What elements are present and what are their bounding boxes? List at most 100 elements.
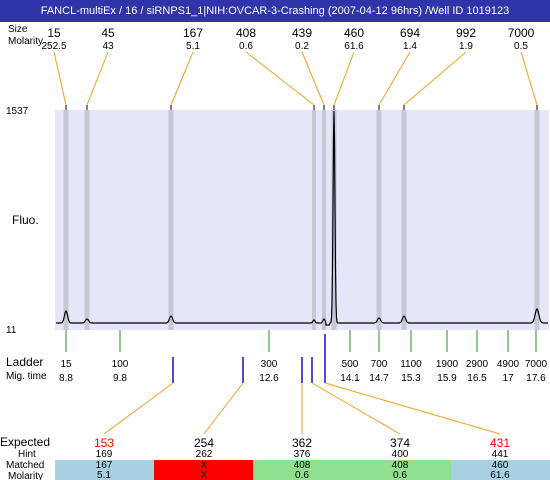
peak-size-label: 15 bbox=[47, 26, 61, 40]
molarity-value: 61.6 bbox=[490, 470, 510, 480]
expected-connector bbox=[324, 382, 501, 435]
expected-ticks bbox=[172, 334, 326, 383]
peak-size-label: 408 bbox=[236, 26, 256, 40]
fluorescence-trace bbox=[56, 110, 548, 326]
ladder-size-label: 300 bbox=[261, 359, 278, 370]
ladder-migtime-label: 16.5 bbox=[467, 373, 487, 384]
molarity-value: 0.6 bbox=[295, 470, 309, 480]
peak-molarity-label: 5.1 bbox=[186, 41, 200, 52]
expected-connector bbox=[203, 382, 244, 435]
ladder-migtime-label: 12.6 bbox=[259, 373, 279, 384]
peak-band bbox=[534, 110, 540, 330]
peak-molarity-label: 1.4 bbox=[403, 41, 417, 52]
peak-band bbox=[322, 110, 326, 330]
ladder-size-label: 7000 bbox=[525, 359, 548, 370]
peak-molarity-label: 61.6 bbox=[344, 41, 364, 52]
expected-label: Expected bbox=[0, 435, 50, 449]
hint-value: 441 bbox=[492, 449, 509, 460]
molarity-value: X bbox=[201, 470, 208, 480]
molarity-value: 5.1 bbox=[97, 470, 111, 480]
expected-size-label: 153 bbox=[94, 436, 114, 450]
expected-size-label: 374 bbox=[390, 436, 410, 450]
ladder-size-label: 1900 bbox=[436, 359, 459, 370]
ladder-migtime-label: 17 bbox=[502, 373, 514, 384]
peak-band bbox=[376, 110, 382, 330]
expected-connectors bbox=[103, 382, 501, 435]
ladder-size-label: 700 bbox=[371, 359, 388, 370]
peak-connector bbox=[170, 51, 194, 106]
ladder-migtime-label: 9.8 bbox=[113, 373, 127, 384]
peak-connector bbox=[301, 51, 325, 106]
peak-connector bbox=[86, 51, 109, 106]
expected-table-text: 1531691675.1254262XX3623764080.637440040… bbox=[94, 436, 510, 480]
peak-molarity-label: 1.9 bbox=[459, 41, 473, 52]
peak-ticks bbox=[65, 105, 538, 110]
ladder-migtime-label: 15.3 bbox=[401, 373, 421, 384]
ladder-migtime-label: 8.8 bbox=[59, 373, 73, 384]
plot-area bbox=[55, 110, 549, 330]
expected-size-label: 431 bbox=[490, 436, 510, 450]
molarity-row-label: Molarity bbox=[8, 471, 43, 480]
expected-cells bbox=[55, 460, 550, 480]
ladder-label: Ladder bbox=[6, 355, 43, 369]
peak-band bbox=[401, 110, 407, 330]
peak-size-label: 460 bbox=[344, 26, 364, 40]
peak-size-label: 694 bbox=[400, 26, 420, 40]
y-tick-label-min: 11 bbox=[6, 325, 17, 336]
peak-connector bbox=[333, 51, 355, 106]
peak-size-label: 45 bbox=[101, 26, 115, 40]
molarity-header-label: Molarity bbox=[8, 36, 43, 47]
peak-connector bbox=[520, 51, 538, 106]
peak-size-label: 7000 bbox=[508, 26, 535, 40]
ladder-group: 15 8.8 100 9.8 300 12.6 500 14.1 700 14.7 1100 15.3… bbox=[59, 330, 548, 384]
ladder-size-label: 500 bbox=[342, 359, 359, 370]
expected-size-label: 362 bbox=[292, 436, 312, 450]
matched-cell bbox=[154, 460, 253, 480]
peak-band bbox=[84, 110, 90, 330]
expected-size-label: 254 bbox=[194, 436, 214, 450]
hint-value: 400 bbox=[392, 449, 409, 460]
matched-label: Matched bbox=[6, 460, 44, 471]
peak-molarity-label: 0.2 bbox=[295, 41, 309, 52]
ladder-size-label: 2900 bbox=[466, 359, 489, 370]
y-axis-label: Fluo. bbox=[12, 213, 39, 227]
hint-label: Hint bbox=[18, 449, 36, 460]
matched-value: 408 bbox=[392, 460, 409, 471]
ladder-size-label: 15 bbox=[60, 359, 72, 370]
peak-connector bbox=[53, 51, 67, 106]
ladder-migtime-label: 14.7 bbox=[369, 373, 389, 384]
matched-cell bbox=[55, 460, 154, 480]
window-title: FANCL-multiEx / 16 / siRNPS1_1|NIH:OVCAR… bbox=[0, 0, 550, 22]
peak-connector bbox=[403, 51, 467, 106]
peak-band bbox=[331, 110, 337, 330]
peak-bands bbox=[63, 110, 540, 330]
matched-value: 408 bbox=[294, 460, 311, 471]
matched-cell bbox=[352, 460, 451, 480]
expected-connector bbox=[311, 382, 401, 435]
matched-value: 460 bbox=[492, 460, 509, 471]
matched-value: X bbox=[201, 460, 208, 471]
peak-labels: 15252.545431675.14080.64390.246061.66941… bbox=[41, 26, 534, 52]
peak-connector bbox=[245, 51, 315, 106]
matched-value: 167 bbox=[96, 460, 113, 471]
expected-connector bbox=[103, 382, 174, 435]
matched-cell bbox=[253, 460, 352, 480]
hint-value: 262 bbox=[196, 449, 213, 460]
peak-molarity-label: 43 bbox=[102, 41, 114, 52]
hint-value: 169 bbox=[96, 449, 113, 460]
ladder-size-label: 4900 bbox=[497, 359, 520, 370]
matched-cell bbox=[451, 460, 550, 480]
ladder-size-label: 1100 bbox=[400, 359, 422, 370]
peak-size-label: 992 bbox=[456, 26, 476, 40]
peak-band bbox=[312, 110, 316, 330]
migtime-label: Mig. time bbox=[6, 371, 47, 382]
ladder-migtime-label: 14.1 bbox=[340, 373, 360, 384]
peak-connector bbox=[378, 51, 411, 106]
y-tick-label-max: 1537 bbox=[6, 106, 29, 117]
peak-size-label: 439 bbox=[292, 26, 312, 40]
molarity-value: 0.6 bbox=[393, 470, 407, 480]
peak-connectors bbox=[53, 51, 538, 106]
peak-molarity-label: 252.5 bbox=[41, 41, 66, 52]
peak-size-label: 167 bbox=[183, 26, 203, 40]
